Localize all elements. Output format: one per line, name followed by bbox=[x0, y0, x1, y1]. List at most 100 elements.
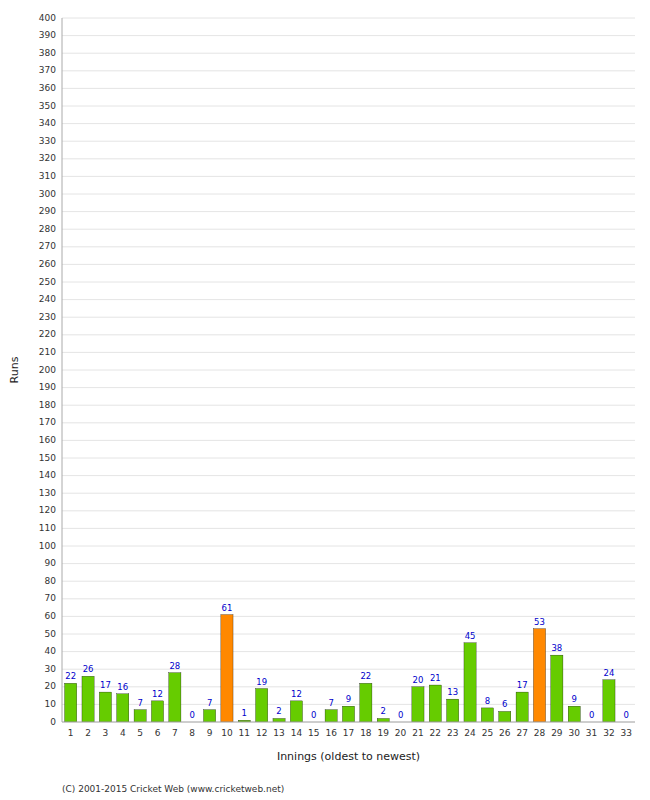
grid-line bbox=[62, 563, 635, 564]
data-label: 12 bbox=[291, 689, 302, 699]
x-tick-label: 9 bbox=[207, 728, 213, 738]
bar bbox=[342, 706, 354, 722]
y-tick-label: 30 bbox=[45, 664, 57, 674]
data-label: 6 bbox=[502, 699, 507, 709]
bar bbox=[204, 710, 216, 722]
grid-line bbox=[62, 141, 635, 142]
grid-line bbox=[62, 317, 635, 318]
grid-line bbox=[62, 669, 635, 670]
bar bbox=[516, 692, 528, 722]
y-tick-label: 40 bbox=[45, 646, 57, 656]
x-tick-label: 13 bbox=[273, 728, 284, 738]
y-tick-label: 170 bbox=[39, 417, 56, 427]
x-tick-label: 28 bbox=[534, 728, 546, 738]
x-tick-label: 1 bbox=[68, 728, 74, 738]
y-tick-label: 20 bbox=[45, 681, 57, 691]
grid-line bbox=[62, 598, 635, 599]
y-tick-label: 260 bbox=[39, 259, 56, 269]
y-tick-label: 0 bbox=[50, 717, 56, 727]
y-tick-label: 400 bbox=[39, 13, 56, 23]
grid-line bbox=[62, 88, 635, 89]
bar bbox=[82, 676, 94, 722]
x-tick-label: 21 bbox=[412, 728, 423, 738]
data-label: 9 bbox=[572, 694, 577, 704]
y-tick-label: 50 bbox=[45, 629, 57, 639]
grid-line bbox=[62, 510, 635, 511]
data-label: 0 bbox=[398, 710, 403, 720]
y-tick-label: 70 bbox=[45, 593, 57, 603]
bar bbox=[447, 699, 459, 722]
bar bbox=[151, 701, 163, 722]
grid-line bbox=[62, 475, 635, 476]
footer: (C) 2001-2015 Cricket Web (www.cricketwe… bbox=[62, 784, 284, 794]
grid-line bbox=[62, 194, 635, 195]
bar bbox=[499, 711, 511, 722]
x-tick-label: 5 bbox=[137, 728, 143, 738]
grid-line bbox=[62, 405, 635, 406]
x-axis-line bbox=[62, 722, 635, 723]
x-tick-label: 20 bbox=[395, 728, 407, 738]
grid-line bbox=[62, 370, 635, 371]
bar bbox=[273, 718, 285, 722]
x-tick-label: 2 bbox=[85, 728, 91, 738]
data-label: 0 bbox=[589, 710, 594, 720]
bar bbox=[568, 706, 580, 722]
x-tick-label: 30 bbox=[569, 728, 581, 738]
bar bbox=[603, 680, 615, 722]
bar bbox=[325, 710, 337, 722]
y-tick-label: 390 bbox=[39, 30, 56, 40]
x-tick-label: 26 bbox=[499, 728, 511, 738]
data-label: 0 bbox=[311, 710, 316, 720]
y-tick-label: 200 bbox=[39, 365, 56, 375]
grid-line bbox=[62, 264, 635, 265]
grid-line bbox=[62, 176, 635, 177]
y-tick-label: 130 bbox=[39, 488, 56, 498]
x-tick-label: 32 bbox=[603, 728, 614, 738]
y-tick-label: 120 bbox=[39, 505, 56, 515]
data-label: 8 bbox=[485, 696, 490, 706]
data-label: 28 bbox=[169, 661, 180, 671]
y-tick-label: 280 bbox=[39, 224, 56, 234]
grid-line bbox=[62, 35, 635, 36]
data-label: 7 bbox=[207, 698, 212, 708]
bar bbox=[412, 687, 424, 722]
bars bbox=[65, 615, 615, 722]
grid bbox=[62, 18, 635, 722]
x-tick-label: 12 bbox=[256, 728, 267, 738]
y-tick-label: 110 bbox=[39, 523, 56, 533]
x-tick-label: 14 bbox=[291, 728, 303, 738]
bar bbox=[429, 685, 441, 722]
x-tick-label: 25 bbox=[482, 728, 493, 738]
grid-line bbox=[62, 686, 635, 687]
data-label: 13 bbox=[447, 687, 458, 697]
x-tick-label: 22 bbox=[430, 728, 441, 738]
y-tick-label: 90 bbox=[45, 558, 57, 568]
x-tick-label: 17 bbox=[343, 728, 354, 738]
y-tick-label: 350 bbox=[39, 101, 56, 111]
x-tick-labels: 1234567891011121314151617181920212223242… bbox=[68, 728, 632, 738]
data-label: 1 bbox=[242, 708, 247, 718]
bar bbox=[360, 683, 372, 722]
bar bbox=[117, 694, 129, 722]
data-label: 38 bbox=[551, 643, 562, 653]
grid-line bbox=[62, 70, 635, 71]
data-label: 17 bbox=[517, 680, 528, 690]
x-tick-label: 7 bbox=[172, 728, 178, 738]
data-label: 53 bbox=[534, 617, 545, 627]
data-label: 19 bbox=[256, 677, 267, 687]
grid-line bbox=[62, 581, 635, 582]
y-tick-label: 340 bbox=[39, 118, 56, 128]
grid-line bbox=[62, 722, 635, 723]
grid-line bbox=[62, 422, 635, 423]
x-tick-label: 31 bbox=[586, 728, 597, 738]
x-tick-label: 8 bbox=[189, 728, 195, 738]
data-label: 21 bbox=[430, 673, 441, 683]
bar bbox=[134, 710, 146, 722]
grid-line bbox=[62, 651, 635, 652]
x-tick-label: 16 bbox=[325, 728, 337, 738]
x-axis-label: Innings (oldest to newest) bbox=[277, 750, 420, 763]
bar bbox=[533, 629, 545, 722]
x-tick-label: 19 bbox=[378, 728, 390, 738]
bar bbox=[551, 655, 563, 722]
y-tick-label: 240 bbox=[39, 294, 56, 304]
